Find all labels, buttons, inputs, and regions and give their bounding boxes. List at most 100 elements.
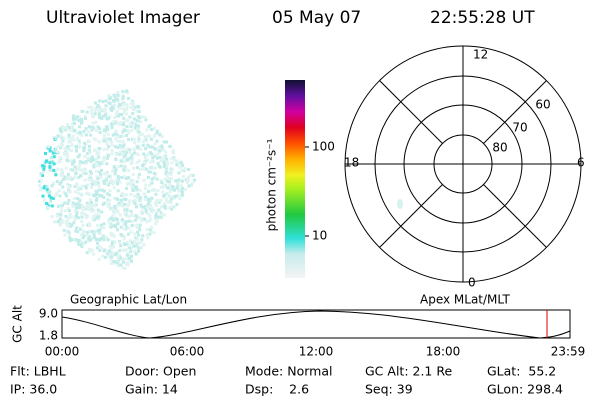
emission-pixel — [102, 195, 106, 199]
emission-pixel — [79, 117, 83, 121]
emission-pixel — [73, 117, 77, 121]
emission-pixel — [139, 203, 143, 207]
emission-pixel — [178, 197, 182, 201]
emission-pixel — [70, 238, 74, 242]
emission-pixel — [88, 170, 92, 173]
emission-pixel — [159, 185, 163, 189]
emission-pixel — [175, 159, 179, 163]
polar-emission — [397, 199, 403, 209]
emission-pixel — [125, 105, 129, 109]
info-field: Flt: LBHL — [10, 364, 66, 379]
colorbar-tick-label: 10 — [312, 229, 327, 243]
emission-pixel — [122, 237, 126, 241]
emission-pixel — [111, 214, 115, 218]
emission-pixel — [84, 172, 88, 176]
emission-pixel — [90, 128, 94, 132]
mlt-label: 18 — [344, 156, 359, 170]
emission-pixel — [97, 147, 101, 151]
emission-pixel — [50, 215, 54, 219]
emission-pixel — [79, 233, 83, 237]
emission-pixel — [136, 237, 140, 241]
emission-pixel — [110, 255, 114, 259]
emission-pixel — [184, 188, 187, 191]
emission-pixel — [122, 123, 126, 127]
emission-pixel — [97, 215, 101, 219]
orbit-x-tick: 12:00 — [299, 345, 334, 359]
emission-pixel — [133, 232, 136, 236]
emission-pixel — [116, 94, 120, 97]
emission-pixel — [75, 115, 79, 119]
emission-pixel — [87, 139, 91, 143]
emission-pixel — [87, 177, 91, 181]
emission-pixel — [145, 233, 149, 237]
emission-pixel — [108, 198, 112, 202]
emission-pixel — [153, 142, 157, 146]
emission-pixel — [150, 160, 154, 164]
emission-pixel — [170, 168, 174, 172]
emission-pixel — [119, 164, 123, 168]
emission-pixel — [130, 128, 134, 132]
emission-pixel — [139, 245, 143, 249]
emission-pixel — [141, 143, 145, 147]
emission-pixel — [136, 152, 140, 156]
emission-pixel — [103, 108, 107, 112]
emission-pixel — [125, 210, 129, 214]
emission-pixel — [193, 178, 196, 182]
emission-pixel — [116, 189, 120, 193]
emission-pixel — [157, 151, 161, 155]
emission-pixel — [123, 202, 127, 206]
emission-pixel — [126, 260, 130, 264]
emission-pixel — [125, 133, 128, 137]
mlt-label: 12 — [473, 48, 488, 62]
emission-pixel — [104, 113, 108, 117]
emission-pixel — [106, 252, 110, 255]
emission-pixel — [83, 141, 86, 145]
emission-pixel — [177, 194, 181, 197]
emission-pixel — [117, 122, 121, 126]
emission-pixel — [144, 147, 148, 151]
emission-pixel — [105, 162, 109, 166]
emission-pixel — [67, 222, 71, 226]
emission-pixel — [103, 128, 107, 132]
emission-pixel — [143, 205, 147, 208]
emission-pixel — [143, 156, 147, 160]
emission-pixel — [123, 129, 127, 133]
emission-pixel — [150, 226, 153, 230]
emission-pixel — [119, 232, 123, 236]
emission-pixel — [78, 199, 82, 203]
emission-pixel — [171, 149, 175, 153]
emission-pixel — [120, 175, 124, 179]
emission-pixel — [85, 203, 89, 207]
emission-pixel — [43, 198, 47, 202]
emission-pixel — [109, 178, 113, 182]
emission-pixel — [131, 188, 135, 192]
emission-pixel — [161, 213, 165, 216]
emission-pixel — [81, 168, 85, 172]
emission-pixel — [122, 116, 126, 120]
emission-pixel — [116, 177, 120, 181]
emission-pixel — [90, 248, 94, 252]
emission-pixel — [65, 218, 69, 222]
emission-pixel — [121, 103, 125, 107]
emission-pixel — [114, 137, 118, 141]
emission-pixel — [114, 130, 118, 134]
emission-pixel — [110, 140, 114, 144]
emission-pixel — [126, 176, 130, 180]
emission-pixel — [59, 129, 63, 133]
emission-pixel — [157, 145, 161, 149]
emission-pixel — [94, 101, 97, 105]
emission-pixel — [56, 167, 60, 171]
emission-pixel — [61, 169, 64, 173]
emission-pixel — [57, 144, 61, 148]
emission-pixel — [85, 251, 89, 255]
emission-pixel — [168, 183, 172, 187]
emission-pixel — [81, 236, 85, 240]
emission-pixel — [162, 160, 166, 164]
emission-pixel — [47, 145, 51, 149]
emission-pixel — [147, 204, 151, 208]
emission-pixel — [173, 158, 177, 161]
orbit-x-tick: 06:00 — [170, 345, 205, 359]
emission-pixel — [102, 136, 106, 140]
emission-pixel — [106, 202, 110, 206]
date: 05 May 07 — [272, 8, 361, 28]
